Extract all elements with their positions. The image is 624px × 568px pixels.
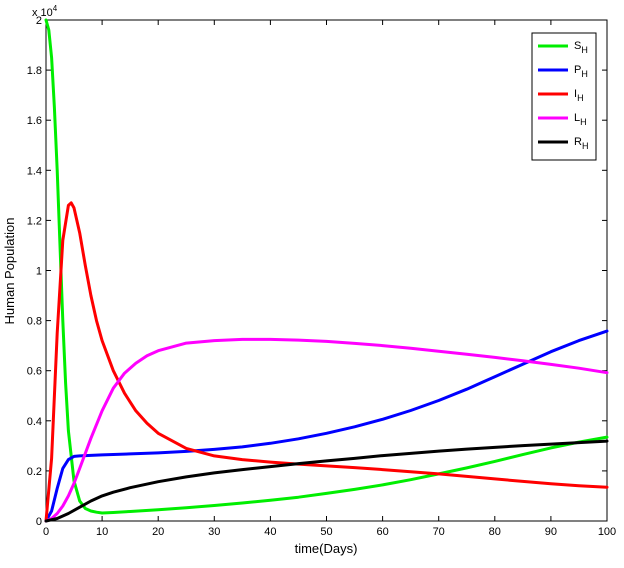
series-line-ih bbox=[44, 201, 609, 523]
y-tick-label: 1 bbox=[36, 266, 42, 278]
x-tick-label: 50 bbox=[320, 526, 332, 538]
y-tick-label: 0.4 bbox=[27, 416, 42, 428]
y-exponent-power: 4 bbox=[53, 4, 58, 13]
y-tick-label: 0 bbox=[36, 516, 42, 528]
x-tick-label: 100 bbox=[598, 526, 616, 538]
legend-label: IH bbox=[574, 88, 584, 103]
x-tick-label: 10 bbox=[96, 526, 108, 538]
x-tick-label: 40 bbox=[264, 526, 276, 538]
y-tick-label: 1.4 bbox=[27, 165, 42, 177]
legend: SH PH IH LH RH bbox=[531, 32, 597, 161]
legend-label: LH bbox=[574, 112, 587, 127]
y-tick-label: 0.2 bbox=[27, 466, 42, 478]
y-tick-label: 0.8 bbox=[27, 316, 42, 328]
x-axis-title: time(Days) bbox=[295, 541, 358, 556]
legend-box bbox=[531, 32, 597, 161]
legend-label: RH bbox=[574, 136, 588, 151]
series-lines bbox=[44, 18, 609, 523]
axis-ticks: 0 10 20 30 40 50 60 70 80 90 100 0 0.2 0.4 0.6 0.8 1 1.2 1… bbox=[27, 15, 616, 538]
y-axis-title: Human Population bbox=[2, 218, 17, 325]
x-tick-label: 60 bbox=[376, 526, 388, 538]
y-tick-label: 1.2 bbox=[27, 215, 42, 227]
x-tick-label: 80 bbox=[489, 526, 501, 538]
x-tick-label: 0 bbox=[43, 526, 49, 538]
x-tick-label: 90 bbox=[545, 526, 557, 538]
y-tick-label: 1.6 bbox=[27, 115, 42, 127]
y-tick-label: 2 bbox=[36, 15, 42, 27]
series-line-lh bbox=[44, 337, 609, 523]
legend-label: SH bbox=[574, 40, 588, 55]
series-line-rh bbox=[44, 439, 609, 523]
x-tick-label: 20 bbox=[152, 526, 164, 538]
legend-label: PH bbox=[574, 64, 588, 79]
y-tick-label: 0.6 bbox=[27, 366, 42, 378]
y-exponent-label: x 104 bbox=[32, 4, 58, 19]
x-tick-label: 70 bbox=[433, 526, 445, 538]
series-line-ph bbox=[44, 329, 609, 523]
x-tick-label: 30 bbox=[208, 526, 220, 538]
y-tick-label: 1.8 bbox=[27, 65, 42, 77]
